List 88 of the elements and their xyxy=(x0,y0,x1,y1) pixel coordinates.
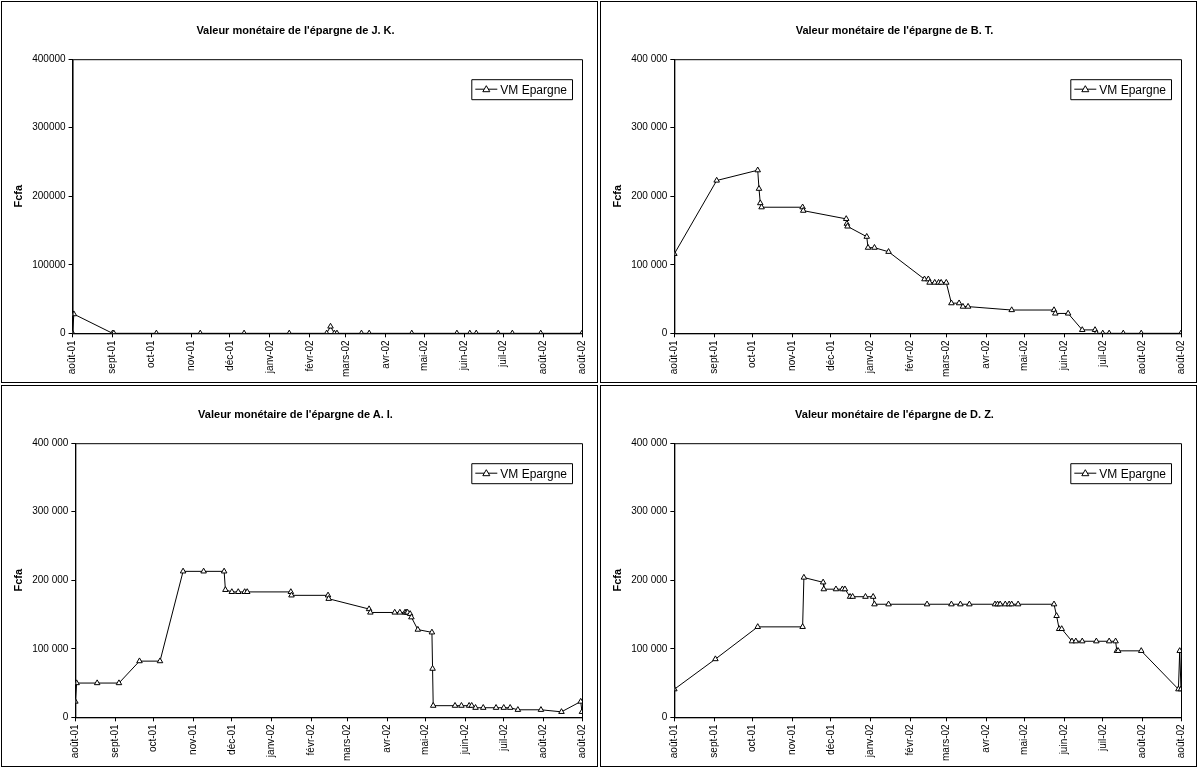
x-tick-label: nov-01 xyxy=(184,339,196,371)
chart-title: Valeur monétaire de l'épargne de D. Z. xyxy=(795,407,994,420)
x-tick-label: août-02 xyxy=(1136,339,1148,375)
x-tick-label: sept-01 xyxy=(707,723,719,758)
y-axis-title: Fcfa xyxy=(610,184,623,208)
x-tick-label: mars-02 xyxy=(341,723,353,762)
x-tick-label: juin-02 xyxy=(459,723,471,756)
x-tick-label: juin-02 xyxy=(458,339,470,372)
x-tick-label: oct-01 xyxy=(144,339,156,369)
x-tick-label: févr-02 xyxy=(904,723,916,756)
y-tick-label: 400000 xyxy=(32,52,66,64)
x-tick-label: déc-01 xyxy=(824,723,836,755)
x-tick-label: juil-02 xyxy=(497,723,509,753)
y-tick-label: 300 000 xyxy=(631,121,668,133)
y-tick-label: 100 000 xyxy=(631,258,668,270)
x-tick-label: mars-02 xyxy=(940,339,952,378)
x-tick-label: août-02 xyxy=(575,339,587,375)
chart-title: Valeur monétaire de l'épargne de A. I. xyxy=(198,407,393,420)
chart-title: Valeur monétaire de l'épargne de J. K. xyxy=(196,23,395,36)
y-tick-label: 0 xyxy=(661,327,668,339)
x-tick-label: août-01 xyxy=(69,723,81,759)
y-tick-label: 0 xyxy=(60,327,67,339)
x-tick-label: mars-02 xyxy=(940,723,952,762)
x-tick-label: oct-01 xyxy=(746,723,758,753)
x-tick-label: févr-02 xyxy=(904,339,916,372)
x-tick-label: oct-01 xyxy=(147,723,159,753)
x-tick-label: janv-02 xyxy=(263,339,275,375)
x-tick-label: avr-02 xyxy=(979,339,991,369)
x-tick-label: juil-02 xyxy=(1096,339,1108,369)
x-tick-label: déc-01 xyxy=(223,339,235,371)
x-tick-label: déc-01 xyxy=(824,339,836,371)
x-tick-label: avr-02 xyxy=(380,723,392,753)
legend-label: VM Epargne xyxy=(1099,82,1167,97)
x-tick-label: mai-02 xyxy=(419,723,431,755)
x-tick-label: févr-02 xyxy=(305,723,317,756)
y-axis-title: Fcfa xyxy=(610,568,623,592)
x-tick-label: sept-01 xyxy=(108,723,120,758)
x-tick-label: janv-02 xyxy=(864,339,876,375)
x-tick-label: nov-01 xyxy=(187,723,199,755)
x-tick-label: juil-02 xyxy=(497,339,509,369)
y-tick-label: 200 000 xyxy=(631,574,668,586)
x-tick-label: août-02 xyxy=(575,723,587,759)
x-tick-label: sept-01 xyxy=(106,339,118,374)
x-tick-label: nov-01 xyxy=(786,723,798,755)
y-tick-label: 200000 xyxy=(32,190,66,202)
y-axis-title: Fcfa xyxy=(11,568,24,592)
x-tick-label: avr-02 xyxy=(379,339,391,369)
x-tick-label: oct-01 xyxy=(746,339,758,369)
x-tick-label: août-02 xyxy=(537,339,549,375)
legend-label: VM Epargne xyxy=(500,82,568,97)
legend-label: VM Epargne xyxy=(1099,466,1167,481)
y-tick-label: 400 000 xyxy=(32,436,69,448)
x-tick-label: janv-02 xyxy=(265,723,277,759)
y-tick-label: 400 000 xyxy=(631,52,668,64)
x-tick-label: nov-01 xyxy=(786,339,798,371)
x-tick-label: juil-02 xyxy=(1096,723,1108,753)
x-tick-label: juin-02 xyxy=(1058,339,1070,372)
x-tick-label: mars-02 xyxy=(339,339,351,378)
x-tick-label: mai-02 xyxy=(418,339,430,371)
x-tick-label: août-02 xyxy=(1174,339,1186,375)
x-tick-label: avr-02 xyxy=(979,723,991,753)
y-tick-label: 100 000 xyxy=(32,642,69,654)
x-tick-label: déc-01 xyxy=(225,723,237,755)
y-tick-label: 0 xyxy=(62,711,69,723)
x-tick-label: août-02 xyxy=(1136,723,1148,759)
x-tick-label: juin-02 xyxy=(1058,723,1070,756)
y-tick-label: 300000 xyxy=(32,121,66,133)
x-tick-label: août-02 xyxy=(1174,723,1186,759)
y-axis-title: Fcfa xyxy=(11,184,24,208)
x-tick-label: août-02 xyxy=(537,723,549,759)
x-tick-label: janv-02 xyxy=(864,723,876,759)
y-tick-label: 0 xyxy=(661,711,668,723)
chart-title: Valeur monétaire de l'épargne de B. T. xyxy=(795,23,994,36)
y-tick-label: 400 000 xyxy=(631,436,668,448)
y-tick-label: 300 000 xyxy=(32,505,69,517)
x-tick-label: févr-02 xyxy=(303,339,315,372)
y-tick-label: 200 000 xyxy=(32,574,69,586)
x-tick-label: août-01 xyxy=(668,723,680,759)
x-tick-label: sept-01 xyxy=(707,339,719,374)
y-tick-label: 100 000 xyxy=(631,642,668,654)
x-tick-label: août-01 xyxy=(66,339,78,375)
x-tick-label: mai-02 xyxy=(1018,723,1030,755)
y-tick-label: 300 000 xyxy=(631,505,668,517)
x-tick-label: août-01 xyxy=(668,339,680,375)
legend-label: VM Epargne xyxy=(500,466,568,481)
y-tick-label: 200 000 xyxy=(631,190,668,202)
y-tick-label: 100000 xyxy=(32,258,66,270)
x-tick-label: mai-02 xyxy=(1018,339,1030,371)
